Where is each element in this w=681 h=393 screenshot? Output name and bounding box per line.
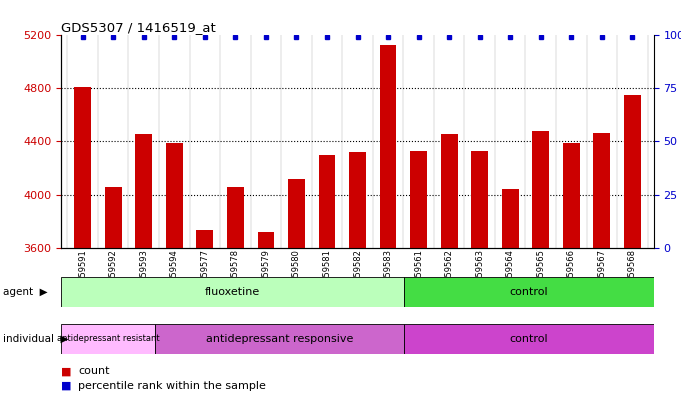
Bar [288, 179, 305, 248]
Text: control: control [509, 287, 548, 297]
Bar [105, 187, 122, 248]
Bar [257, 232, 274, 248]
Text: ■: ■ [61, 366, 72, 376]
Bar [593, 133, 610, 248]
Bar [380, 45, 396, 248]
Text: antidepressant responsive: antidepressant responsive [206, 334, 353, 344]
Bar [166, 143, 183, 248]
Bar [533, 131, 549, 248]
Bar [471, 151, 488, 248]
Bar [74, 87, 91, 248]
Text: agent  ▶: agent ▶ [3, 287, 48, 297]
Text: control: control [509, 334, 548, 344]
Bar [227, 187, 244, 248]
Bar [155, 324, 405, 354]
Bar [502, 189, 519, 248]
Text: count: count [78, 366, 110, 376]
Bar [136, 134, 152, 248]
Bar [349, 152, 366, 248]
Bar [196, 230, 213, 248]
Bar [319, 155, 335, 248]
Bar [61, 277, 405, 307]
Bar [405, 277, 654, 307]
Text: GDS5307 / 1416519_at: GDS5307 / 1416519_at [61, 21, 216, 34]
Text: individual  ▶: individual ▶ [3, 334, 69, 344]
Text: ■: ■ [61, 381, 72, 391]
Bar [61, 324, 155, 354]
Bar [624, 95, 641, 248]
Text: fluoxetine: fluoxetine [205, 287, 260, 297]
Text: antidepressant resistant: antidepressant resistant [57, 334, 159, 343]
Text: percentile rank within the sample: percentile rank within the sample [78, 381, 266, 391]
Bar [441, 134, 458, 248]
Bar [405, 324, 654, 354]
Bar [563, 143, 580, 248]
Bar [410, 151, 427, 248]
